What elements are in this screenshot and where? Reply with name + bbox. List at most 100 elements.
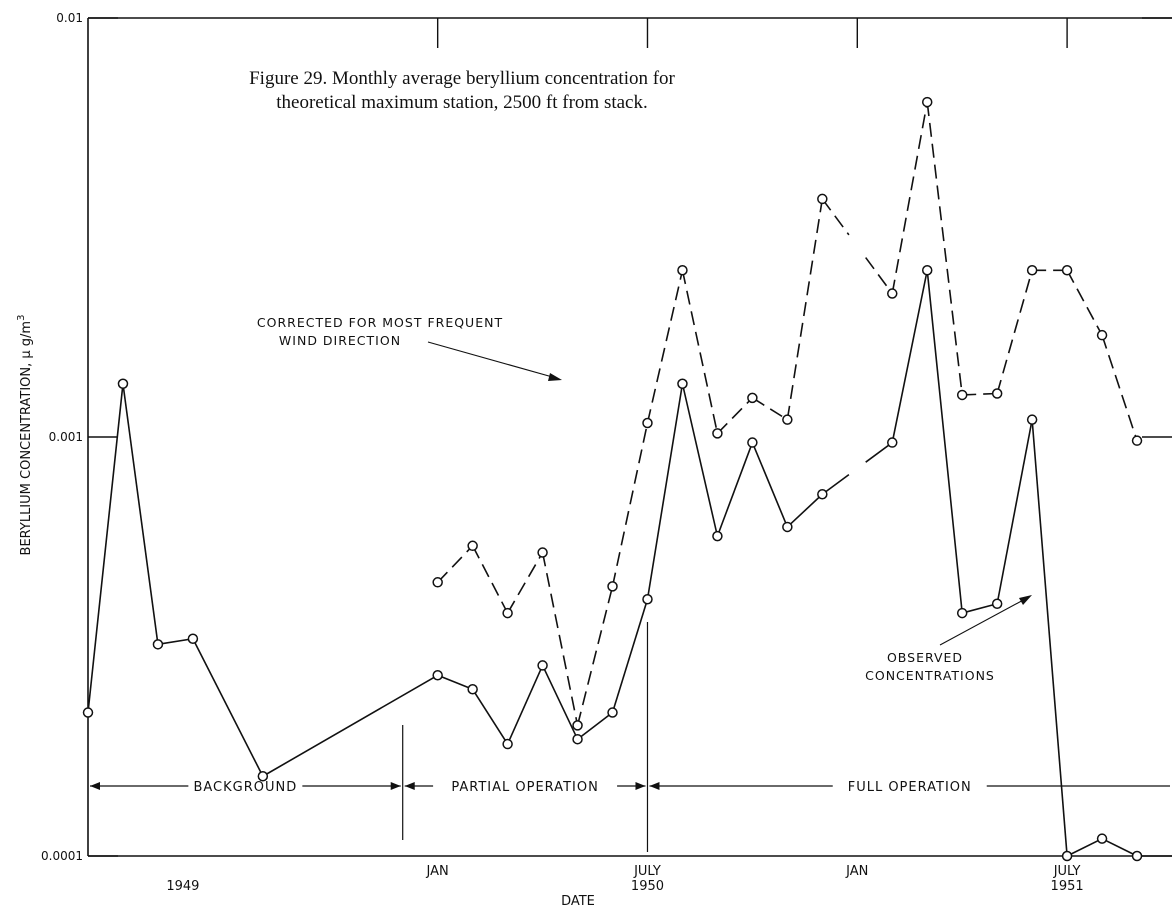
x-tick-label: JAN [845,864,868,879]
series-1-point [677,265,688,276]
y-axis-label-text: BERYLLIUM CONCENTRATION, μ g/m [19,321,34,556]
series-1-point [607,581,618,592]
series-0-segment [821,473,850,495]
period-label: PARTIAL OPERATION [451,780,598,795]
series-0-point [642,593,653,605]
series-0-segment [786,493,823,528]
period-arrow-right [390,782,401,790]
series-0-point [607,707,618,718]
series-0-point [467,684,478,695]
series-0-segment [751,442,789,528]
series-0-point [537,660,548,671]
series-1-segment [611,422,649,587]
series-1-segment [786,198,824,420]
annotation-observed-leader [939,597,1028,646]
series-1-segment [646,270,684,424]
series-0-segment [471,688,509,745]
series-0-point [1096,833,1108,844]
y-tick-label: 0.0001 [41,849,83,863]
annotation-observed-arrowhead [1019,595,1032,605]
y-tick-label: 0.01 [56,11,83,25]
annotations: CORRECTED FOR MOST FREQUENT WIND DIRECTIO… [257,315,1032,683]
series-1-point [991,388,1003,399]
series-1-point [1026,265,1038,276]
y-axis-label-superscript: 3 [16,315,27,321]
series-1-point [712,428,723,439]
series-1-point [747,392,758,404]
series-1-point [921,96,933,108]
series-0-segment [996,419,1033,604]
series-1-segment [891,101,929,294]
series-1-point [817,193,828,205]
series-1-segment [437,545,474,583]
year-label: 1949 [166,879,199,894]
series-1-point [467,540,478,552]
series-1-point [502,607,513,619]
series-0-segment [262,674,439,777]
x-tick-label: JULY [633,864,661,879]
year-label: 1950 [631,879,664,894]
series-1-segment [821,198,850,236]
period-label: BACKGROUND [193,780,297,795]
series-0-point [921,265,933,276]
series-0-segment [437,674,473,691]
series-0-segment [541,665,579,740]
series-0-segment [87,383,124,713]
chart-subtitle: theoretical maximum station, 2500 ft fro… [276,92,647,113]
series-1-point [887,288,898,299]
series-1-segment [996,270,1033,394]
series-group [82,96,1143,862]
series-1-segment [1101,334,1138,441]
series-0-point [152,639,164,650]
year-label: 1951 [1051,879,1084,894]
x-tick-label: JULY [1053,864,1081,879]
series-1-segment [1066,269,1103,336]
series-1-point [782,414,793,425]
series-0-segment [122,383,159,645]
x-tick-label: JAN [426,864,449,879]
series-0-point [817,489,828,500]
series-0-segment [716,442,754,537]
series-0-point [82,707,94,718]
series-0-point [187,633,199,644]
series-0-point [502,738,513,750]
annotation-observed-line2: CONCENTRATIONS [865,668,995,683]
y-axis-label: BERYLLIUM CONCENTRATION, μ g/m3 [16,315,34,556]
series-0-segment [865,441,893,463]
series-0-point [572,733,583,745]
series-0-segment [157,637,194,646]
series-0-segment [926,270,963,614]
series-0-segment [681,383,719,537]
series-1-segment [576,586,614,726]
series-1-point [1096,329,1108,341]
series-0-point [887,437,898,448]
series-0-point [1061,850,1073,862]
series-1-point [572,720,583,731]
series-1-point [432,577,443,588]
series-1-segment [541,552,579,726]
series-0-point [747,437,758,448]
series-0-segment [961,602,998,614]
annotation-corrected-line1: CORRECTED FOR MOST FREQUENT [257,315,503,330]
series-1-segment [865,257,893,295]
period-arrow-left [404,782,415,790]
series-1-segment [716,397,753,434]
series-1-segment [471,545,509,614]
series-1-point [642,417,653,429]
series-1-point [1061,265,1073,276]
series-1-segment [506,552,544,614]
series-0-segment [506,665,544,745]
annotation-observed-line1: OBSERVED [887,650,963,665]
period-arrow-right [635,782,646,790]
series-0-point [1026,414,1038,425]
series-0-segment [646,383,684,600]
series-1-segment [681,270,719,434]
series-0-segment [1101,837,1138,857]
series-0-segment [1066,837,1103,857]
period-label: FULL OPERATION [848,780,972,795]
period-arrow-left [90,782,100,790]
series-0-point [117,378,129,389]
period-bands: BACKGROUND PARTIAL OPERATION FULL OPERATIO… [90,622,1170,852]
series-1-segment [751,397,788,421]
